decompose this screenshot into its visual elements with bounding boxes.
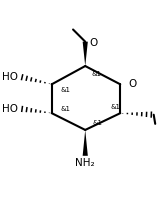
Text: &1: &1 [60,106,70,112]
Polygon shape [83,42,88,66]
Text: O: O [129,79,137,89]
Polygon shape [83,130,88,156]
Text: &1: &1 [91,71,101,77]
Text: &1: &1 [92,120,102,126]
Text: O: O [89,38,98,48]
Text: HO: HO [2,72,18,82]
Text: &1: &1 [110,104,120,110]
Text: &1: &1 [60,87,70,93]
Text: HO: HO [2,104,18,114]
Text: NH₂: NH₂ [75,158,95,168]
